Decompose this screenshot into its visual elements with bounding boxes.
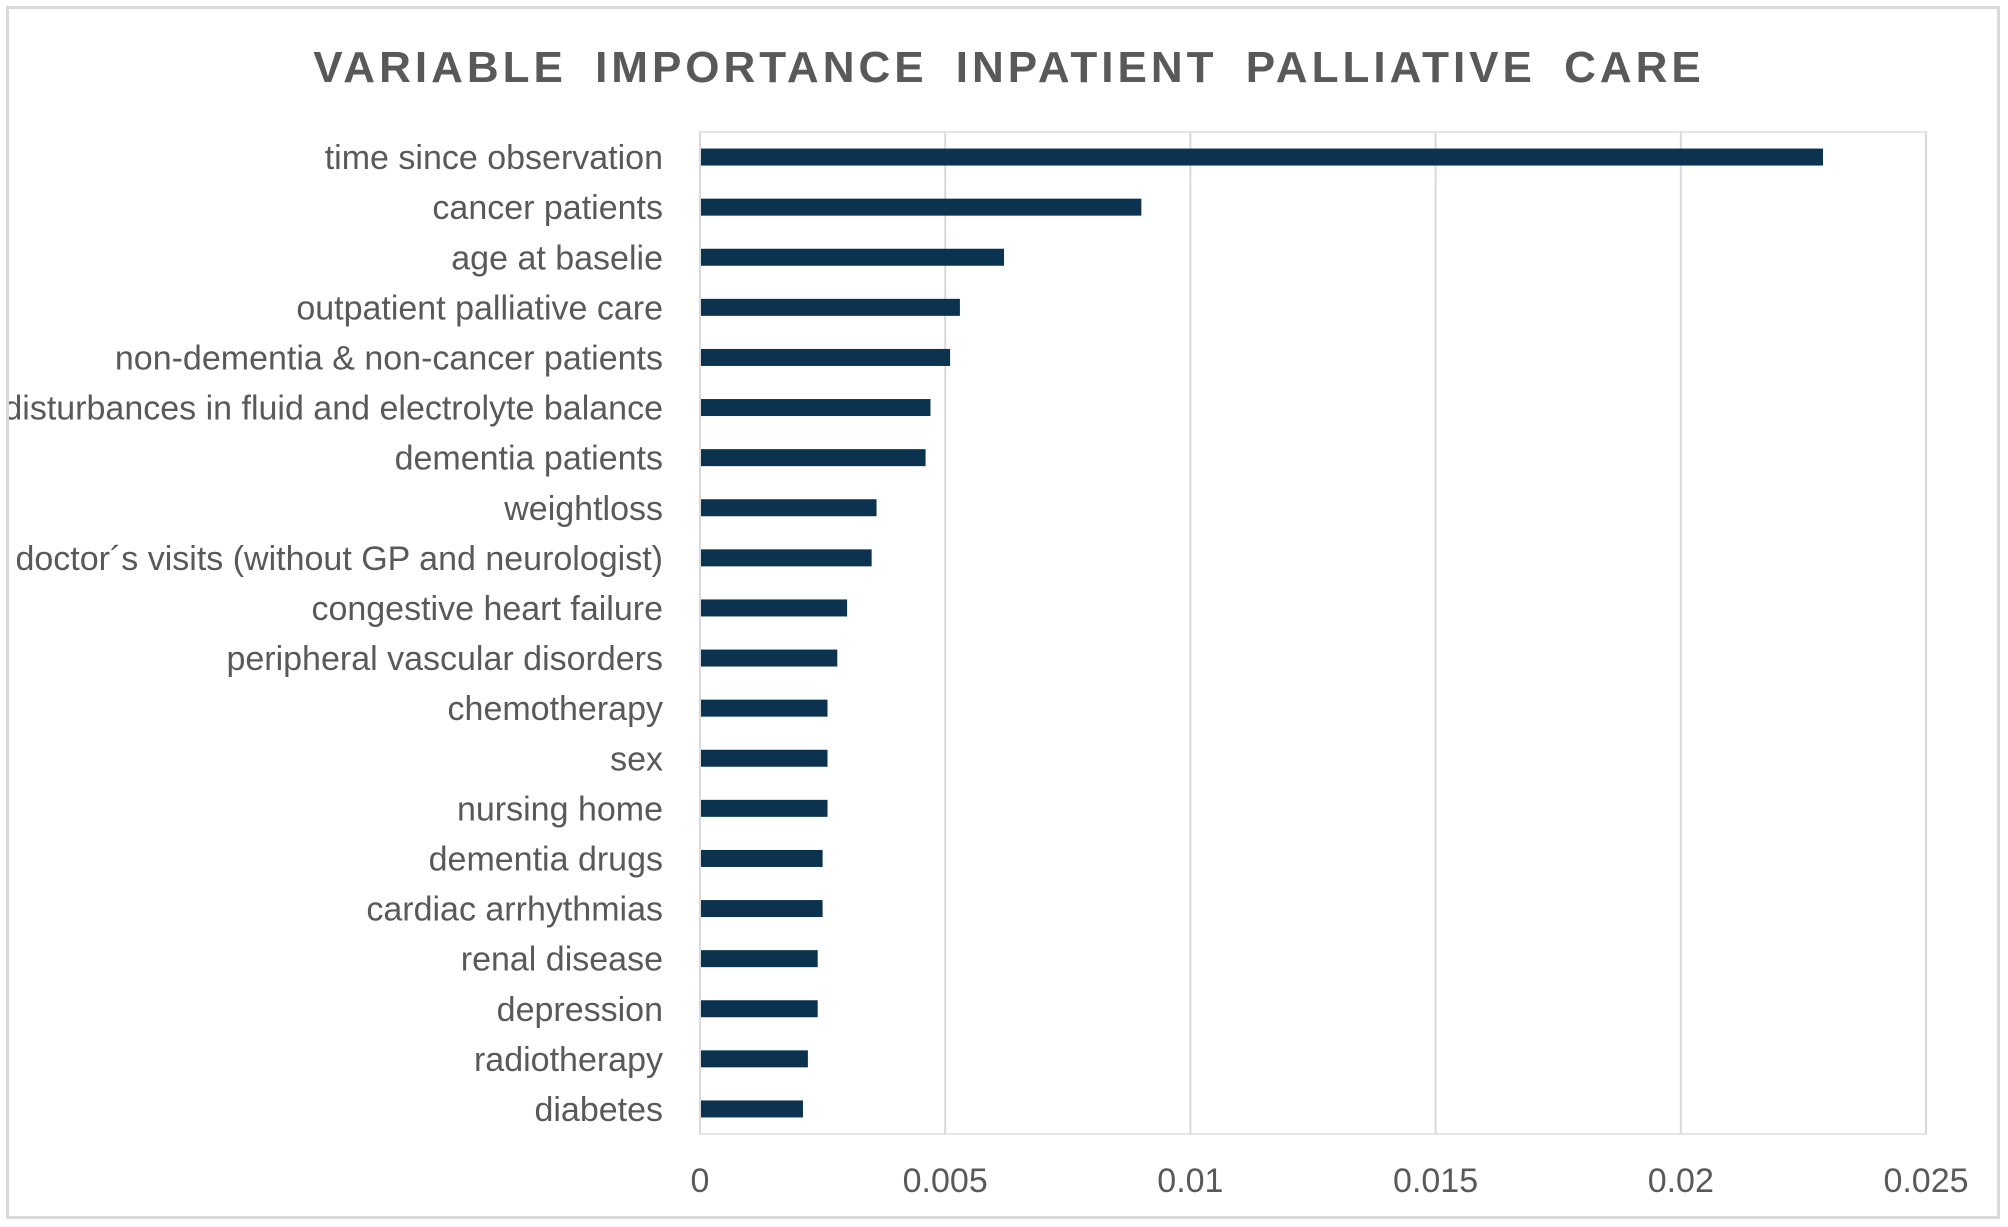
plot-area-border [699,131,1927,1135]
bar [701,298,960,316]
category-label: congestive heart failure [311,590,663,628]
gridlines [699,131,1927,1135]
bar [701,900,823,918]
category-labels: time since observation cancer patients age… [9,139,663,1129]
x-tick-label: 0.02 [1648,1162,1714,1200]
bar-chart: VARIABLE IMPORTANCE INPATIENT PALLIATIVE… [9,43,1969,1200]
category-label: non-dementia & non-cancer patients [115,339,663,377]
category-label: cancer patients [432,189,663,227]
category-label: nursing home [457,790,663,828]
category-label: outpatient palliative care [296,289,663,327]
bar [701,799,828,817]
bar [701,849,823,867]
x-tick-label: 0.015 [1393,1162,1478,1200]
x-tick-label: 0.005 [903,1162,988,1200]
category-label: disturbances in fluid and electrolyte ba… [9,390,663,428]
bar [701,950,818,968]
category-label: depression [497,991,663,1029]
x-tick-label: 0.01 [1157,1162,1223,1200]
chart-frame: VARIABLE IMPORTANCE INPATIENT PALLIATIVE… [6,6,2000,1219]
category-label: radiotherapy [474,1041,663,1079]
bar [701,248,1005,266]
bars [701,148,1824,1118]
bar [701,749,828,767]
bar [701,649,838,667]
category-label: diabetes [534,1091,663,1129]
category-label: dementia drugs [429,840,663,878]
category-label: cardiac arrhythmias [366,891,663,929]
category-label: age at baselie [451,239,663,277]
category-label: sex [610,740,663,778]
category-label: time since observation [325,139,663,177]
category-label: peripheral vascular disorders [226,640,663,678]
bar [701,198,1142,216]
bar [701,399,931,417]
category-label: doctor´s visits (without GP and neurolog… [15,540,663,578]
chart-title: VARIABLE IMPORTANCE INPATIENT PALLIATIVE… [313,43,1705,92]
bar [701,348,951,366]
bar [701,1100,803,1118]
x-tick-label: 0 [691,1162,710,1200]
category-label: weightloss [503,490,663,528]
bar [701,1050,808,1068]
bar [701,549,872,567]
bar [701,499,877,517]
bar [701,1000,818,1018]
x-tick-label: 0.025 [1883,1162,1968,1200]
bar [701,699,828,717]
category-label: dementia patients [395,440,663,478]
bar [701,449,926,467]
x-axis-tick-labels: 0 0.005 0.01 0.015 0.02 0.025 [691,1162,1969,1200]
category-label: chemotherapy [448,690,663,728]
bar [701,599,848,617]
bar [701,148,1824,166]
category-label: renal disease [461,941,663,979]
